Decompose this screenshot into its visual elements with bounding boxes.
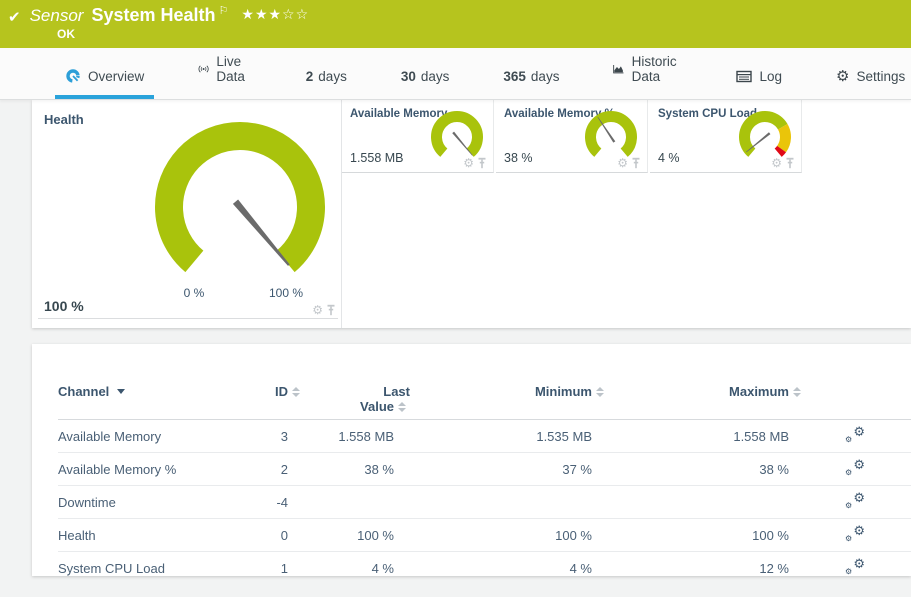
flag-icon[interactable]: ⚐ [218, 5, 229, 17]
area-chart-icon [613, 65, 624, 74]
pin-icon[interactable] [631, 157, 641, 169]
channel-minimum: 100 % [555, 527, 592, 543]
health-gauge-panel: Health 0 % 100 % 100 % ⚙ [32, 100, 342, 328]
channel-name[interactable]: Available Memory % [58, 461, 177, 477]
available-memory-gauge-panel: Available Memory 1.558 MB ⚙ [342, 100, 494, 173]
available-memory-pct-gauge-panel: Available Memory % 38 % ⚙ [496, 100, 648, 173]
pin-icon[interactable] [785, 157, 795, 169]
channel-maximum: 12 % [759, 560, 789, 576]
available-memory-pct-value: 38 % [504, 151, 533, 165]
gauges-section: Health 0 % 100 % 100 % ⚙ Available Memor… [32, 100, 911, 328]
channel-settings-icon[interactable]: ⚙ ⚙ [845, 456, 865, 477]
sort-icon [288, 386, 304, 397]
channel-maximum: 1.558 MB [733, 428, 789, 444]
sort-icon [394, 401, 410, 412]
health-current-value: 100 % [44, 298, 84, 314]
system-cpu-load-gauge-panel: System CPU Load 4 % ⚙ [650, 100, 802, 173]
panel-divider [38, 318, 338, 319]
status-badge: OK [57, 27, 75, 41]
tab-historic-data-label: Historic Data [631, 54, 677, 84]
channel-last-value: 100 % [357, 527, 394, 543]
column-header-maximum[interactable]: Maximum [608, 384, 805, 399]
channel-id: 2 [280, 461, 288, 477]
available-memory-title: Available Memory [350, 108, 448, 120]
channel-id: 0 [280, 527, 288, 543]
available-memory-pct-title: Available Memory % [504, 108, 615, 120]
channel-maximum: 38 % [759, 461, 789, 477]
column-header-channel[interactable]: Channel [58, 384, 248, 399]
tab-settings-label: Settings [856, 69, 906, 84]
channel-settings-icon[interactable]: ⚙ ⚙ [845, 423, 865, 444]
sensor-status-header: ✔ Sensor System Health ⚐ ★★★☆☆ OK [0, 0, 911, 48]
channel-settings-icon[interactable]: ⚙ ⚙ [845, 489, 865, 510]
channel-name[interactable]: Health [58, 527, 96, 543]
gauge-scale-max: 100 % [268, 286, 304, 300]
channel-name[interactable]: System CPU Load [58, 560, 165, 576]
channel-id: 1 [280, 560, 288, 576]
tab-30-days[interactable]: 30 days [400, 69, 450, 84]
channel-table-panel: Channel ID Last Value Minimum Maximum [32, 344, 911, 576]
tab-2-days[interactable]: 2 days [305, 69, 347, 84]
broadcast-icon [198, 65, 209, 73]
channel-minimum: 4 % [569, 560, 592, 576]
tab-overview-label: Overview [88, 68, 145, 84]
channel-name[interactable]: Downtime [58, 494, 116, 510]
log-icon [736, 70, 753, 83]
available-memory-pct-gauge [585, 111, 637, 157]
health-gauge-title: Health [44, 112, 84, 127]
channel-table-header: Channel ID Last Value Minimum Maximum [58, 344, 911, 420]
tab-365-days[interactable]: 365 days [503, 69, 560, 84]
tab-log[interactable]: Log [726, 69, 792, 99]
ok-check-icon: ✔ [8, 9, 21, 26]
channel-minimum: 1.535 MB [536, 428, 592, 444]
channel-id: -4 [276, 494, 288, 510]
channel-maximum: 100 % [752, 527, 789, 543]
tab-settings[interactable]: ⚙ Settings [826, 69, 911, 99]
tab-live-data[interactable]: Live Data [188, 54, 262, 99]
panel-settings-gear-icon[interactable]: ⚙ [312, 303, 323, 317]
tab-overview[interactable]: Overview [55, 68, 155, 99]
channel-minimum: 37 % [562, 461, 592, 477]
system-cpu-load-gauge [739, 111, 791, 157]
channel-last-value: 4 % [371, 560, 394, 576]
sort-desc-icon [117, 389, 126, 394]
column-header-last-value[interactable]: Last Value [360, 384, 410, 414]
tab-bar: Overview Live Data 2 days 30 days 365 da… [0, 48, 911, 100]
table-row[interactable]: Available Memory 3 1.558 MB 1.535 MB 1.5… [58, 420, 911, 453]
panel-settings-gear-icon[interactable]: ⚙ [463, 156, 474, 170]
channel-last-value: 38 % [364, 461, 394, 477]
channel-table-body: Available Memory 3 1.558 MB 1.535 MB 1.5… [58, 420, 911, 576]
system-cpu-load-value: 4 % [658, 151, 680, 165]
pin-icon[interactable] [477, 157, 487, 169]
channel-name[interactable]: Available Memory [58, 428, 162, 444]
sort-icon [789, 386, 805, 397]
panel-settings-gear-icon[interactable]: ⚙ [617, 156, 628, 170]
sensor-type-label: Sensor [29, 6, 84, 25]
gauge-icon [66, 69, 80, 83]
page-title: System Health [91, 5, 216, 25]
health-gauge [155, 122, 325, 273]
channel-settings-icon[interactable]: ⚙ ⚙ [845, 522, 865, 543]
available-memory-value: 1.558 MB [350, 151, 404, 165]
available-memory-gauge [431, 111, 483, 157]
gauge-scale-min: 0 % [183, 286, 205, 300]
tab-live-data-label: Live Data [216, 54, 245, 84]
sort-icon [592, 386, 608, 397]
table-row[interactable]: Available Memory % 2 38 % 37 % 38 % ⚙ ⚙ [58, 453, 911, 486]
channel-id: 3 [280, 428, 288, 444]
table-row[interactable]: Health 0 100 % 100 % 100 % ⚙ ⚙ [58, 519, 911, 552]
panel-settings-gear-icon[interactable]: ⚙ [771, 156, 782, 170]
table-row[interactable]: Downtime -4 ⚙ ⚙ [58, 486, 911, 519]
system-cpu-load-title: System CPU Load [658, 108, 758, 120]
tab-log-label: Log [759, 69, 782, 84]
channel-last-value: 1.558 MB [338, 428, 394, 444]
priority-stars[interactable]: ★★★☆☆ [241, 6, 310, 22]
pin-icon[interactable] [326, 304, 336, 316]
gear-icon: ⚙ [836, 68, 850, 85]
column-header-minimum[interactable]: Minimum [410, 384, 608, 399]
column-header-id[interactable]: ID [248, 384, 304, 399]
tab-historic-data[interactable]: Historic Data [603, 54, 692, 99]
table-row[interactable]: System CPU Load 1 4 % 4 % 12 % ⚙ ⚙ [58, 552, 911, 576]
channel-settings-icon[interactable]: ⚙ ⚙ [845, 555, 865, 576]
